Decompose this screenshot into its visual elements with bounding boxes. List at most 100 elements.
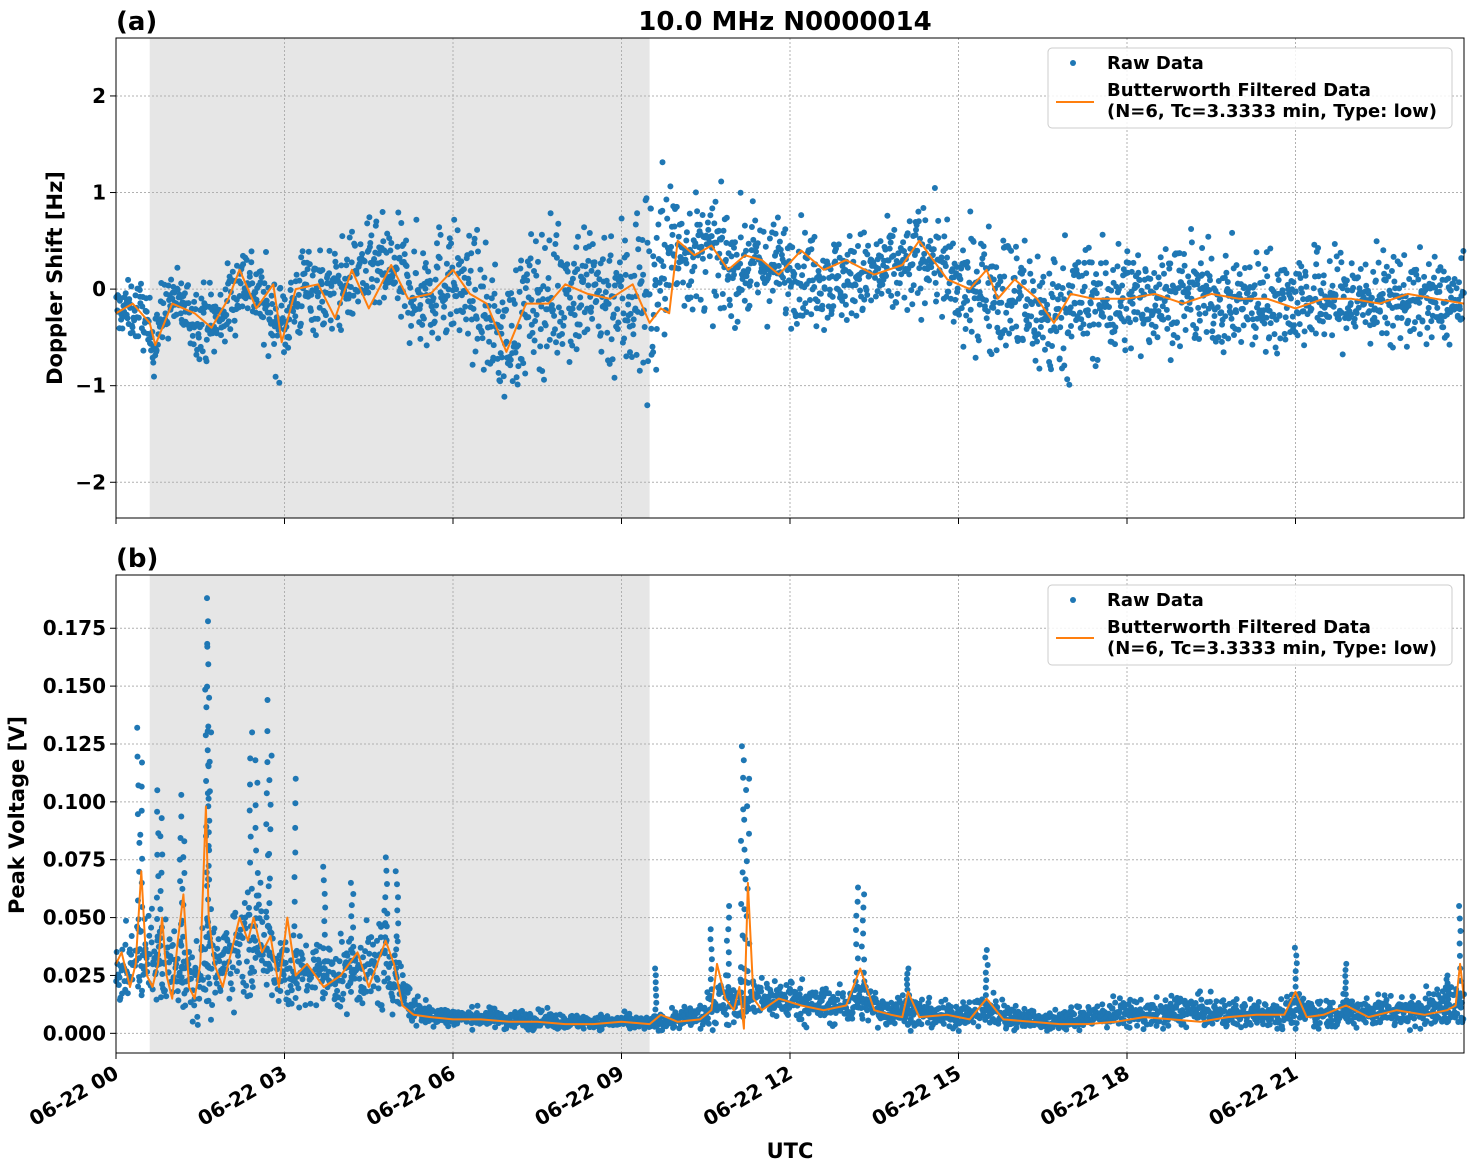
raw-data-point [750,260,757,266]
raw-data-point [732,239,738,246]
raw-data-point [607,252,614,259]
raw-data-point [715,272,722,279]
raw-data-point [1198,996,1205,1003]
raw-data-point [384,975,391,982]
raw-data-point [807,297,813,303]
raw-data-point [629,322,636,329]
raw-data-point [821,327,828,333]
raw-data-point [367,988,374,995]
raw-data-point [462,303,469,310]
panel-a-ylabel: Doppler Shift [Hz] [43,171,67,385]
raw-data-point [1277,335,1284,342]
raw-data-point [293,980,300,987]
raw-data-point [1410,279,1417,286]
raw-data-point [1152,323,1159,330]
raw-data-point [359,251,366,257]
raw-data-point [808,311,815,318]
raw-data-point [1207,988,1214,995]
raw-data-point [798,1016,805,1023]
raw-data-point [723,1011,730,1018]
raw-data-point [891,271,897,277]
raw-data-point [495,369,502,376]
raw-data-point [1365,290,1372,297]
raw-data-point [552,326,558,333]
raw-data-point [373,218,380,225]
raw-data-point [148,939,155,946]
raw-data-point [190,341,197,348]
raw-data-point [960,343,967,350]
raw-data-point [1117,303,1124,310]
raw-data-point [260,288,267,295]
raw-data-point [1179,268,1185,275]
raw-data-point [1247,996,1254,1003]
raw-data-point [1225,335,1232,342]
panel-a-legend: Raw Data Butterworth Filtered Data (N=6,… [1047,47,1453,129]
raw-data-point [734,318,741,325]
raw-data-point [371,256,378,262]
raw-data-point [538,1007,545,1014]
raw-data-point [174,988,181,995]
raw-data-point [326,946,333,953]
raw-data-point [529,329,536,336]
raw-data-point [758,988,765,995]
raw-data-point [522,285,529,292]
raw-data-point [374,937,380,944]
raw-data-point [217,988,224,994]
raw-data-point [683,260,690,267]
raw-data-point [1155,308,1162,315]
raw-data-point [1271,331,1278,338]
raw-data-point [268,930,275,936]
raw-data-point [589,241,596,248]
raw-data-point [481,274,488,281]
raw-data-point [1147,275,1154,282]
raw-data-point [1294,332,1301,339]
raw-data-point [356,975,363,982]
raw-data-point [1078,299,1085,306]
raw-data-point [754,240,761,247]
raw-data-point [1132,316,1139,323]
raw-data-point [269,332,276,339]
raw-data-point [473,315,480,322]
raw-data-point [539,368,546,374]
raw-data-point [1222,252,1229,259]
raw-data-point [630,331,637,338]
raw-data-point [560,322,567,329]
raw-data-point [161,987,168,994]
raw-data-point [1299,289,1305,296]
raw-data-point [890,252,897,259]
raw-data-point [1108,287,1115,294]
raw-data-point [1027,270,1034,277]
raw-data-point [586,230,593,236]
raw-data-point [304,266,311,273]
raw-data-point [826,286,833,293]
raw-data-point [1334,266,1341,273]
raw-data-point [363,988,370,995]
raw-data-point [625,301,632,308]
raw-data-point [595,323,602,330]
raw-data-point [1001,327,1008,334]
raw-data-point [437,231,444,238]
raw-data-point [309,272,316,279]
raw-data-point [508,290,515,297]
raw-data-point [249,984,256,990]
raw-data-point [872,293,879,300]
raw-data-point [282,959,289,966]
raw-data-point [1028,313,1035,320]
raw-data-point [1261,320,1268,327]
raw-data-point [443,260,450,267]
raw-data-point [555,304,562,311]
raw-data-point [799,272,806,279]
raw-data-point [298,951,305,958]
raw-data-point [1367,340,1374,347]
raw-data-point [1058,314,1065,321]
raw-data-point [955,1028,962,1034]
raw-data-point [389,1011,396,1018]
raw-data-point [1424,324,1431,331]
raw-data-point [1034,338,1040,345]
raw-data-point [885,288,892,295]
raw-data-point [589,315,596,322]
raw-data-point [571,260,577,267]
raw-data-point [990,989,997,996]
raw-data-point [226,995,233,1002]
raw-data-point [392,279,398,286]
